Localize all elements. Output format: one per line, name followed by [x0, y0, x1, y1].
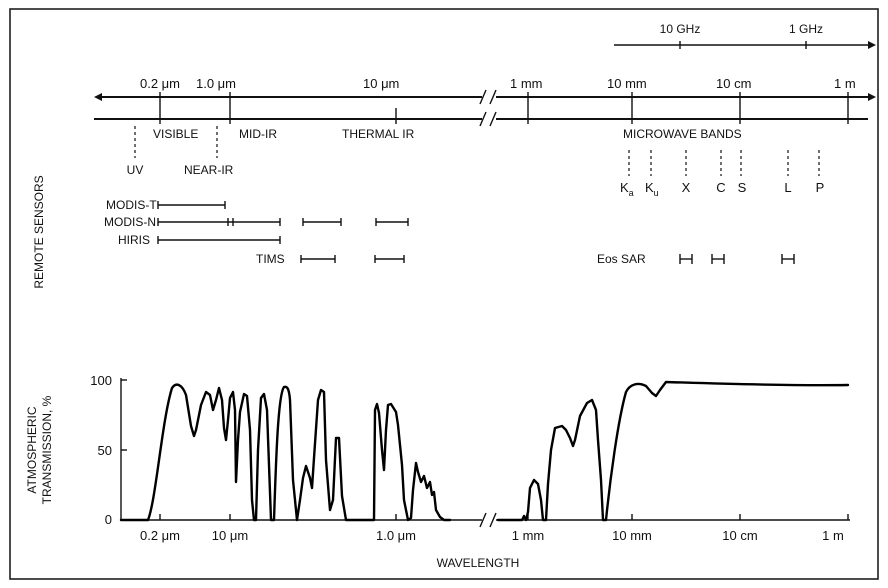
top-arrow-right [868, 93, 876, 101]
band-s: S [738, 180, 747, 195]
top-label-10um: 10 μm [363, 76, 399, 91]
band-c: C [716, 180, 725, 195]
sensor-tims: TIMS [256, 252, 285, 266]
y-label-50: 50 [98, 443, 112, 458]
range-eos-sar [679, 254, 795, 264]
transmission-chart: ATMOSPHERIC TRANSMISSION, % 100 50 0 0.2… [25, 373, 850, 570]
frequency-arrow-right [868, 41, 876, 49]
transmission-curve-microwave [496, 380, 850, 522]
band-ka: Ka [620, 180, 634, 198]
top-label-1-0um: 1.0 μm [196, 76, 236, 91]
x-label-0-2um: 0.2 μm [140, 528, 180, 543]
frequency-label-10ghz: 10 GHz [660, 22, 701, 36]
frequency-label-1ghz: 1 GHz [789, 22, 823, 36]
range-hiris [157, 236, 281, 244]
transmission-curve [119, 383, 452, 522]
x-label-1mm: 1 mm [512, 528, 545, 543]
sensor-modis-n: MODIS-N [104, 215, 156, 229]
range-modis-t [157, 201, 226, 209]
sensor-modis-t: MODIS-T [106, 198, 157, 212]
range-modis-n [157, 218, 409, 226]
spectral-regions: VISIBLE MID-IR THERMAL IR UV NEAR-IR MIC… [127, 126, 742, 177]
region-uv: UV [127, 163, 144, 177]
region-visible: VISIBLE [153, 127, 198, 141]
sensor-hiris: HIRIS [118, 233, 150, 247]
region-microwave-bands: MICROWAVE BANDS [623, 127, 742, 141]
sensor-labels: MODIS-T MODIS-N HIRIS TIMS Eos SAR [104, 198, 646, 266]
chart-axis-break [479, 512, 497, 528]
top-label-1m: 1 m [834, 76, 856, 91]
remote-sensors-title: REMOTE SENSORS [32, 175, 46, 288]
x-label-10cm: 10 cm [722, 528, 757, 543]
top-arrow-left [94, 93, 102, 101]
axis-break-mark [479, 89, 497, 105]
region-mid-ir: MID-IR [239, 127, 277, 141]
sensor-ranges [157, 201, 795, 264]
top-label-1mm: 1 mm [510, 76, 543, 91]
microwave-band-labels: Ka Ku X C S L P [620, 180, 824, 198]
band-ku-sub: u [654, 188, 659, 198]
top-label-10cm: 10 cm [716, 76, 751, 91]
top-label-10mm: 10 mm [607, 76, 647, 91]
x-label-1m: 1 m [822, 528, 844, 543]
band-ku: Ku [645, 180, 659, 198]
band-p: P [816, 180, 825, 195]
region-near-ir: NEAR-IR [184, 163, 234, 177]
x-label-10mm: 10 mm [612, 528, 652, 543]
range-tims [300, 255, 405, 263]
figure-frame [9, 8, 879, 580]
chart-ylabel-line2: TRANSMISSION, % [40, 395, 54, 504]
chart-ylabel-line1: ATMOSPHERIC [25, 406, 39, 493]
region-thermal-ir: THERMAL IR [342, 127, 415, 141]
y-label-100: 100 [90, 373, 112, 388]
x-label-10um: 10 μm [212, 528, 248, 543]
x-label-1-0um: 1.0 μm [376, 528, 416, 543]
scale-ticks [159, 92, 849, 124]
scale-break-mark [479, 111, 497, 127]
top-label-0-2um: 0.2 μm [140, 76, 180, 91]
band-x: X [682, 180, 691, 195]
band-l: L [784, 180, 791, 195]
band-ka-sub: a [629, 188, 634, 198]
y-label-0: 0 [105, 512, 112, 527]
chart-xlabel: WAVELENGTH [437, 556, 520, 570]
microwave-band-markers [628, 150, 820, 176]
band-ku-main: K [645, 180, 654, 195]
sensor-eos-sar: Eos SAR [597, 252, 646, 266]
frequency-axis: 10 GHz 1 GHz [614, 22, 876, 49]
band-ka-main: K [620, 180, 629, 195]
wavelength-top-axis: 0.2 μm 1.0 μm 10 μm 1 mm 10 mm 10 cm 1 m [94, 76, 876, 127]
